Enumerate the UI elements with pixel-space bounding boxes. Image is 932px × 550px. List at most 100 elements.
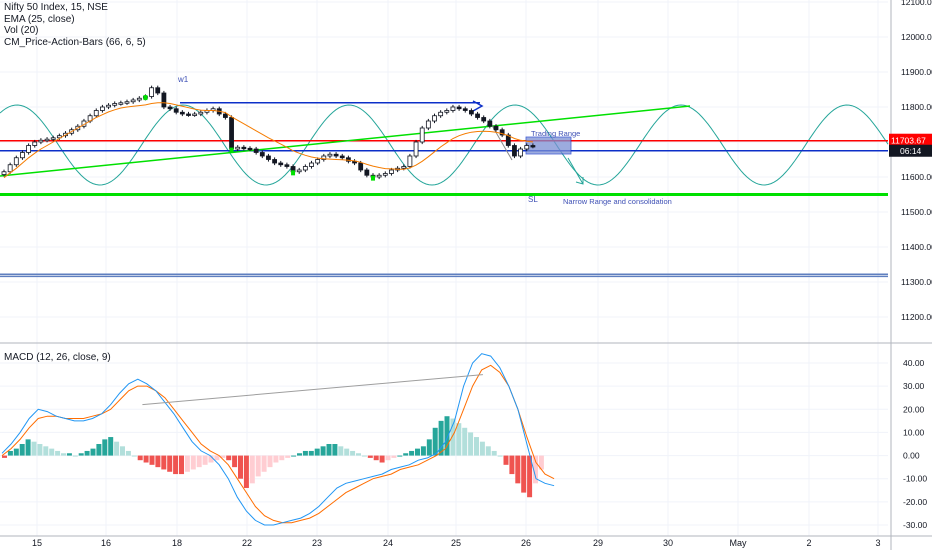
x-tick-label: 26	[521, 538, 531, 548]
x-tick-label: 2	[806, 538, 811, 548]
macd-histogram-bar	[350, 450, 356, 456]
candle-body	[487, 120, 493, 127]
macd-histogram-bar	[125, 450, 131, 456]
y-tick-label: 12100.00	[901, 0, 932, 7]
y-tick-label: 11400.00	[901, 242, 932, 252]
macd-histogram-bar	[379, 455, 385, 463]
macd-histogram-bar	[184, 455, 190, 472]
symbol-title[interactable]: Nifty 50 Index, 15, NSE	[4, 2, 108, 13]
cm-legend[interactable]: CM_Price-Action-Bars (66, 6, 5)	[4, 36, 146, 48]
x-tick-label: 23	[312, 538, 322, 548]
candle-body	[518, 148, 523, 157]
price-badge	[889, 133, 932, 147]
candle-body	[20, 152, 25, 159]
candle-body	[100, 106, 105, 111]
macd-histogram-bar	[49, 448, 55, 456]
vol-legend[interactable]: Vol (20)	[4, 25, 39, 36]
macd-histogram-bar	[120, 446, 125, 456]
macd-histogram-bar	[238, 455, 243, 479]
candle-body	[530, 145, 536, 148]
macd-histogram-bar	[214, 455, 220, 461]
candle-body	[241, 146, 247, 150]
candle-body	[26, 145, 32, 153]
macd-histogram-bar	[161, 455, 167, 470]
divergence-arrow	[142, 374, 483, 406]
macd-histogram-bar	[267, 455, 273, 468]
narrow-arrow	[567, 157, 584, 185]
macd-tick-label: 10.00	[903, 427, 925, 437]
candle-body	[118, 102, 124, 105]
candle-body	[222, 113, 228, 118]
macd-histogram-bar	[438, 420, 444, 456]
candle-body	[456, 106, 462, 110]
candle-body	[198, 111, 204, 115]
macd-histogram-bar	[55, 450, 61, 456]
macd-histogram-bar	[208, 455, 214, 463]
macd-histogram-bar	[273, 455, 279, 463]
macd-histogram-bar	[173, 455, 179, 475]
candle-body	[32, 141, 38, 146]
w1-arrowhead	[472, 100, 484, 112]
macd-histogram-bar	[415, 448, 420, 456]
macd-pane	[1, 353, 555, 526]
ema-legend[interactable]: EMA (25, close)	[4, 13, 75, 25]
sine-wave-ext	[689, 104, 889, 186]
x-tick-label: 29	[593, 538, 603, 548]
candle-body	[302, 166, 308, 171]
macd-histogram-bar	[226, 455, 232, 461]
macd-histogram-bar	[232, 455, 238, 468]
timer-badge	[889, 144, 932, 157]
macd-histogram-bar	[190, 455, 196, 470]
candle-body	[247, 147, 253, 151]
candle-body	[167, 106, 173, 110]
candle-body	[93, 110, 99, 117]
macd-histogram-bar	[243, 455, 249, 488]
macd-histogram-bar	[19, 444, 25, 456]
macd-histogram-bar	[149, 455, 155, 465]
macd-legend[interactable]: MACD (12, 26, close, 9)	[4, 352, 111, 363]
macd-histogram-bar	[538, 455, 544, 470]
macd-histogram-bar	[114, 441, 120, 456]
macd-histogram-bar	[403, 453, 409, 456]
macd-histogram-bar	[43, 446, 49, 456]
macd-histogram-bar	[356, 453, 361, 456]
candle-body	[475, 113, 480, 118]
candle-body	[376, 174, 382, 178]
macd-histogram-bar	[320, 446, 326, 456]
macd-histogram-bar	[497, 455, 503, 457]
macd-histogram-bar	[373, 455, 379, 461]
macd-histogram-bar	[326, 444, 332, 456]
candle-body	[450, 106, 456, 111]
macd-histogram-bar	[131, 455, 137, 457]
macd-histogram-bar	[344, 448, 350, 456]
candle-body	[266, 155, 271, 160]
w1-label: w1	[177, 75, 189, 84]
macd-histogram-bar	[420, 446, 426, 456]
macd-histogram-bar	[521, 455, 527, 493]
macd-histogram-bar	[332, 444, 338, 456]
macd-histogram-bar	[297, 453, 302, 456]
macd-histogram-bar	[31, 441, 37, 456]
macd-histogram-bar	[167, 455, 173, 472]
candle-body	[253, 148, 259, 153]
y-tick-label: 11800.00	[901, 102, 932, 112]
macd-histogram-bar	[409, 450, 415, 456]
candle-body	[50, 137, 56, 140]
macd-histogram-bar	[533, 455, 538, 484]
macd-histogram-bar	[61, 453, 66, 456]
macd-histogram-bar	[474, 437, 479, 456]
candle-body	[161, 92, 167, 108]
price-legend: Nifty 50 Index, 15, NSE EMA (25, close) …	[4, 2, 146, 48]
y-tick-label: 11600.00	[901, 172, 932, 182]
candle-body	[468, 110, 474, 115]
macd-histogram-bar	[479, 441, 485, 456]
macd-histogram-bar	[432, 427, 438, 456]
macd-histogram-bar	[255, 455, 261, 477]
candle-body	[130, 99, 136, 103]
macd-histogram-bar	[450, 418, 456, 456]
candle-body	[229, 117, 234, 150]
signal-line	[1, 364, 555, 524]
candle-body	[419, 127, 425, 143]
